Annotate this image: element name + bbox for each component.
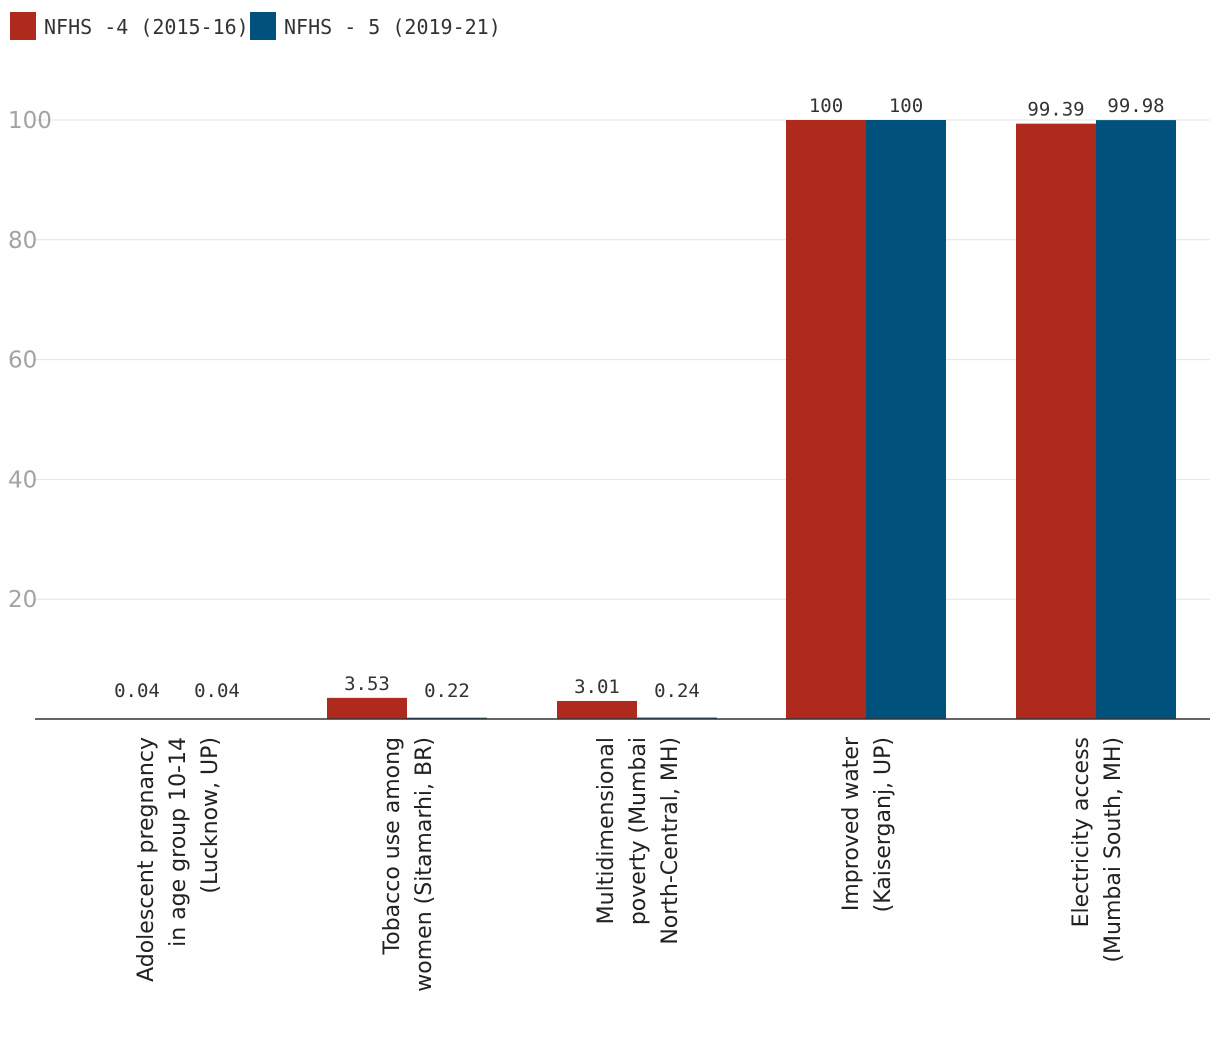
category-label-0-line-1: in age group 10-14 [166,737,191,947]
y-tick-label-80: 80 [8,228,37,254]
legend-swatch-nfhs4 [10,12,36,40]
bar-s0-c4 [1016,123,1096,719]
category-label-4-line-0: Electricity access [1069,737,1094,927]
category-label-0: Adolescent pregnancy in age group 10-14 (L… [134,737,223,982]
value-label-s0-c3: 100 [809,95,843,117]
value-label-s0-c0: 0.04 [114,680,160,702]
bar-s0-c2 [557,700,637,719]
bar-s0-c1 [327,697,407,719]
value-label-s1-c3: 100 [889,95,923,117]
legend-label-nfhs5: NFHS - 5 (2019-21) [284,15,501,39]
category-label-2-line-1: poverty (Mumbai [626,737,651,925]
gridlines: 20 40 60 80 100 [8,108,1210,613]
bar-s1-c3 [866,120,946,719]
bar-s0-c3 [786,120,866,719]
value-label-s0-c1: 3.53 [344,673,390,695]
category-label-1-line-0: Tobacco use among [380,737,405,955]
category-labels: Adolescent pregnancy in age group 10-14 (L… [134,736,1126,992]
value-label-s1-c2: 0.24 [654,680,700,702]
category-label-1-line-1: women (Sitamarhi, BR) [412,737,437,992]
category-label-4-line-1: (Mumbai South, MH) [1101,737,1126,963]
category-label-0-line-0: Adolescent pregnancy [134,737,159,982]
value-labels: 0.04 0.04 3.53 0.22 3.01 0.24 100 100 99.39 99.98 [114,95,1164,702]
chart-legend: NFHS -4 (2015-16) NFHS - 5 (2019-21) [10,12,501,40]
y-tick-label-100: 100 [8,108,52,134]
y-tick-label-60: 60 [8,348,37,374]
bar-s1-c4 [1096,120,1176,719]
value-label-s0-c2: 3.01 [574,676,620,698]
category-label-2-line-0: Multidimensional [594,737,619,924]
y-tick-label-40: 40 [8,467,37,493]
value-label-s1-c1: 0.22 [424,680,470,702]
y-tick-label-20: 20 [8,587,37,613]
category-label-3-line-0: Improved water [839,736,864,911]
value-label-s0-c4: 99.39 [1027,99,1084,121]
legend-swatch-nfhs5 [250,12,276,40]
category-label-2: Multidimensional poverty (Mumbai North-Cen… [594,737,683,945]
value-label-s1-c0: 0.04 [194,680,240,702]
category-label-2-line-2: North-Central, MH) [658,737,683,945]
legend-label-nfhs4: NFHS -4 (2015-16) [44,15,249,39]
category-label-3: Improved water (Kaiserganj, UP) [839,736,896,912]
category-label-3-line-1: (Kaiserganj, UP) [871,737,896,912]
category-label-0-line-2: (Lucknow, UP) [198,737,223,894]
bars [97,120,1176,719]
category-label-4: Electricity access (Mumbai South, MH) [1069,737,1126,963]
value-label-s1-c4: 99.98 [1107,95,1164,117]
category-label-1: Tobacco use among women (Sitamarhi, BR) [380,737,437,992]
